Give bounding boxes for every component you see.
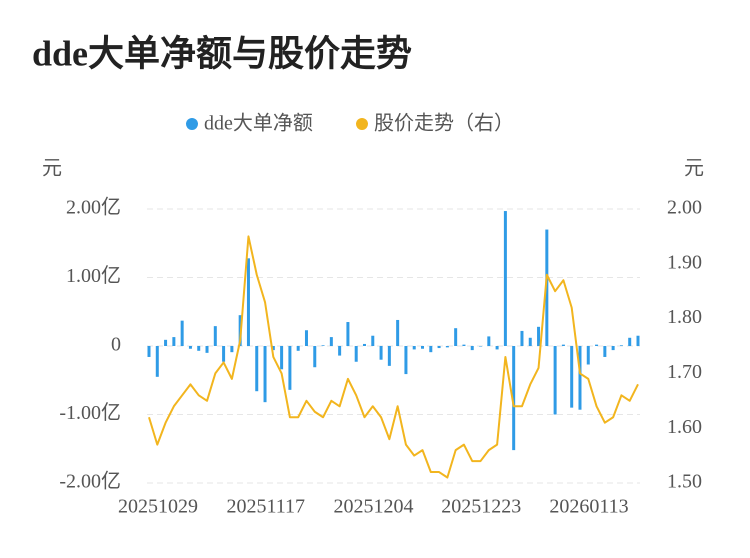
bar xyxy=(164,339,168,346)
y2-tick-label: 1.60 xyxy=(667,416,702,438)
bar xyxy=(586,346,590,365)
bar xyxy=(271,346,275,351)
bar xyxy=(421,346,425,349)
bar xyxy=(362,343,366,346)
bar xyxy=(255,346,259,392)
bar xyxy=(470,346,474,351)
y-tick-label: -2.00亿 xyxy=(59,470,121,493)
y2-axis-label: 元 xyxy=(684,158,704,180)
bar xyxy=(230,346,234,353)
x-tick-label: 20251029 xyxy=(118,496,198,518)
bar xyxy=(503,211,507,346)
bar xyxy=(437,346,441,349)
bar xyxy=(296,346,300,351)
y-axis-label: 元 xyxy=(42,158,62,180)
bar xyxy=(288,346,292,390)
y2-tick-label: 1.50 xyxy=(667,471,702,493)
bar xyxy=(628,337,632,346)
bar xyxy=(379,346,383,360)
bar xyxy=(155,346,159,377)
bar xyxy=(321,345,325,346)
bar xyxy=(578,346,582,410)
bar xyxy=(213,326,217,346)
bar xyxy=(404,346,408,375)
bar xyxy=(595,344,599,346)
bar xyxy=(454,328,458,346)
bar xyxy=(354,346,358,362)
bar xyxy=(636,335,640,346)
bar xyxy=(304,330,308,346)
x-tick-label: 20251223 xyxy=(441,496,521,518)
bar xyxy=(188,346,192,349)
bar xyxy=(371,335,375,346)
legend-marker xyxy=(186,118,198,130)
y-tick-label: 2.00亿 xyxy=(66,196,121,219)
bar xyxy=(338,346,342,356)
bar xyxy=(387,346,391,366)
bar xyxy=(512,346,516,451)
x-tick-label: 20251204 xyxy=(333,496,413,518)
bar xyxy=(520,330,524,346)
x-tick-label: 20251117 xyxy=(226,496,305,518)
bar xyxy=(537,326,541,346)
bar xyxy=(445,346,449,348)
price-line xyxy=(148,235,639,479)
bar xyxy=(619,345,623,346)
bar xyxy=(172,337,176,346)
bar xyxy=(611,346,615,351)
legend-label: 股价走势（右） xyxy=(374,112,514,135)
bar xyxy=(561,344,565,346)
bar xyxy=(603,346,607,357)
legend-label: dde大单净额 xyxy=(204,112,313,135)
bar xyxy=(495,346,499,350)
chart-title: dde大单净额与股价走势 xyxy=(32,33,412,73)
bar xyxy=(205,346,209,353)
bar xyxy=(487,336,491,346)
x-tick-label: 20260113 xyxy=(549,496,628,518)
bar xyxy=(528,337,532,346)
bar xyxy=(479,346,483,347)
bar xyxy=(222,346,226,362)
y2-tick-label: 2.00 xyxy=(667,197,702,219)
y-tick-label: 0 xyxy=(111,334,121,356)
y2-tick-label: 1.90 xyxy=(667,251,702,273)
bar xyxy=(462,344,466,346)
bar xyxy=(329,337,333,346)
bar xyxy=(280,346,284,370)
bar xyxy=(570,346,574,408)
bar xyxy=(246,258,250,346)
bar xyxy=(197,346,201,351)
y-tick-label: 1.00亿 xyxy=(66,264,121,287)
bar xyxy=(263,346,267,403)
bar xyxy=(429,346,433,353)
y2-tick-label: 1.70 xyxy=(667,361,702,383)
bar xyxy=(313,346,317,368)
y-tick-label: -1.00亿 xyxy=(59,401,121,424)
bar xyxy=(553,346,557,415)
bar xyxy=(396,319,400,346)
bar xyxy=(412,346,416,350)
bar xyxy=(545,229,549,346)
bar xyxy=(147,346,151,357)
bar xyxy=(346,322,350,346)
bar xyxy=(180,320,184,346)
y2-tick-label: 1.80 xyxy=(667,306,702,328)
legend-marker xyxy=(356,118,368,130)
